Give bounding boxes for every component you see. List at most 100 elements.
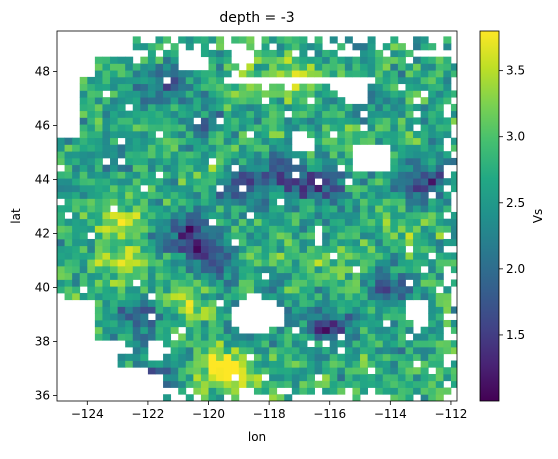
heatmap-cell <box>344 191 353 199</box>
heatmap-cell <box>178 252 187 260</box>
heatmap-cell <box>163 265 172 274</box>
heatmap-cell <box>307 333 315 341</box>
heatmap-cell <box>178 319 187 328</box>
heatmap-cell <box>428 43 437 51</box>
heatmap-cell <box>170 340 179 348</box>
heatmap-cell <box>102 130 111 139</box>
heatmap-cell <box>284 252 293 260</box>
heatmap-cell <box>420 130 429 139</box>
heatmap-cell <box>57 272 65 280</box>
heatmap-cell <box>405 184 414 193</box>
heatmap-cell <box>261 178 270 186</box>
heatmap-cell <box>284 205 293 213</box>
heatmap-cell <box>163 83 172 91</box>
heatmap-cell <box>435 70 444 78</box>
heatmap-cell <box>155 211 164 220</box>
heatmap-cell <box>163 353 172 361</box>
heatmap-cell <box>261 90 270 98</box>
heatmap-cell <box>344 171 353 179</box>
heatmap-cell <box>443 56 452 64</box>
heatmap-cell <box>360 178 369 186</box>
heatmap-cell <box>147 63 156 71</box>
heatmap-cell <box>291 124 300 132</box>
heatmap-cell <box>344 380 353 388</box>
heatmap-cell <box>261 198 270 206</box>
heatmap-cell <box>390 198 399 206</box>
heatmap-cell <box>382 299 391 307</box>
heatmap-cell <box>352 360 361 368</box>
heatmap-cell <box>170 198 179 206</box>
heatmap-cell <box>102 144 111 152</box>
heatmap-cell <box>435 238 444 247</box>
heatmap-cell <box>253 360 262 368</box>
heatmap-cell <box>375 130 384 139</box>
heatmap-cell <box>64 286 73 294</box>
heatmap-cell <box>367 49 376 58</box>
heatmap-cell <box>390 238 399 247</box>
heatmap-cell <box>94 299 103 307</box>
heatmap-cell <box>231 110 240 118</box>
heatmap-cell <box>382 117 391 125</box>
heatmap-cell <box>420 292 429 301</box>
heatmap-cell <box>390 387 399 395</box>
heatmap-cell <box>428 76 437 85</box>
heatmap-cell <box>390 340 399 348</box>
heatmap-cell <box>231 117 240 125</box>
heatmap-cell <box>140 97 149 105</box>
heatmap-cell <box>314 103 323 112</box>
heatmap-cell <box>284 164 293 172</box>
heatmap-cell <box>344 117 353 125</box>
heatmap-cell <box>276 353 285 361</box>
heatmap-cell <box>284 191 293 199</box>
heatmap-cell <box>344 225 353 233</box>
heatmap-cell <box>208 205 217 213</box>
heatmap-cell <box>405 353 414 361</box>
heatmap-cell <box>360 340 369 348</box>
heatmap-cell <box>352 63 361 71</box>
heatmap-cell <box>79 97 88 105</box>
heatmap-cell <box>443 340 452 348</box>
heatmap-cell <box>435 360 444 368</box>
heatmap-cell <box>170 184 179 193</box>
heatmap-cell <box>253 238 262 247</box>
heatmap-cell <box>382 76 391 85</box>
heatmap-cell <box>314 245 323 253</box>
heatmap-cell <box>87 110 96 118</box>
heatmap-cell <box>314 259 323 267</box>
heatmap-cell <box>276 380 285 388</box>
heatmap-cell <box>428 97 437 105</box>
heatmap-cell <box>435 171 444 179</box>
heatmap-cell <box>185 245 194 253</box>
heatmap-cell <box>276 110 285 118</box>
heatmap-cell <box>390 319 399 328</box>
heatmap-cell <box>322 130 331 139</box>
heatmap-cell <box>94 157 103 166</box>
heatmap-cell <box>79 151 88 159</box>
colorbar-tick-label: 2.0 <box>506 262 525 276</box>
heatmap-cell <box>443 191 452 199</box>
heatmap-cell <box>352 245 361 253</box>
heatmap-cell <box>397 191 406 199</box>
heatmap-cell <box>170 103 179 112</box>
heatmap-cell <box>307 232 315 240</box>
heatmap-cell <box>450 184 457 193</box>
heatmap-cell <box>117 211 126 220</box>
heatmap-cell <box>428 205 437 213</box>
heatmap-cell <box>87 76 96 85</box>
heatmap-cell <box>329 319 338 328</box>
heatmap-cell <box>246 151 255 159</box>
heatmap-cell <box>307 238 315 247</box>
heatmap-cell <box>94 83 103 91</box>
heatmap-cell <box>155 97 164 105</box>
heatmap-cell <box>117 130 126 139</box>
heatmap-cell <box>185 191 194 199</box>
heatmap-cell <box>390 178 399 186</box>
heatmap-cell <box>390 90 399 98</box>
heatmap-cell <box>125 124 134 132</box>
heatmap-cell <box>360 117 369 125</box>
heatmap-cell <box>337 117 346 125</box>
heatmap-cell <box>450 367 457 375</box>
heatmap-cell <box>110 124 119 132</box>
heatmap-cell <box>102 117 111 125</box>
heatmap-cell <box>435 380 444 388</box>
